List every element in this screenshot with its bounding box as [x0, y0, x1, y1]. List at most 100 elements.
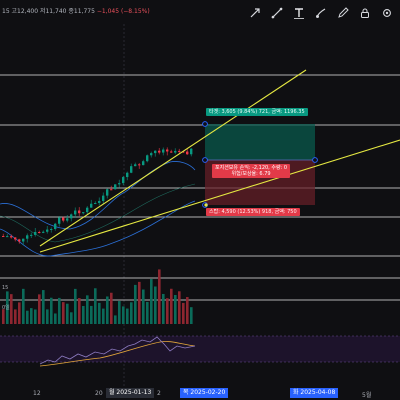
candle-body: [10, 236, 13, 238]
volume-bar: [146, 301, 149, 324]
volume-bar: [70, 312, 73, 324]
ohlc-values: 15 고12,400 저11,740 종11,775: [2, 8, 95, 15]
volume-bar: [78, 298, 81, 324]
candle-body: [178, 150, 181, 152]
position-info-box[interactable]: 포지션보유 손익: -2,120, 수량: 0 위험/보상율: 6.79: [212, 164, 291, 178]
candle-body: [166, 149, 169, 152]
candle-body: [58, 217, 61, 224]
candle-body: [114, 184, 117, 190]
candle-body: [170, 151, 173, 153]
bollinger-lower: [0, 200, 196, 257]
volume-bar: [2, 309, 5, 324]
candle-body: [26, 235, 29, 239]
brush-icon[interactable]: [312, 4, 330, 22]
candle-body: [122, 177, 125, 184]
volume-bar: [174, 294, 177, 324]
drawing-toolbar: [242, 4, 396, 22]
ohlc-readout: 15 고12,400 저11,740 종11,775 −1,045 (−8.15…: [2, 6, 150, 15]
volume-bar: [14, 309, 17, 324]
candle-body: [158, 150, 161, 153]
settings-icon[interactable]: [378, 4, 396, 22]
take-profit-zone: [205, 124, 315, 160]
volume-bar: [166, 298, 169, 324]
position-pnl: 포지션보유 손익: -2,120, 수량: 0: [215, 165, 288, 171]
ruler-icon[interactable]: [268, 4, 286, 22]
candlestick-series: [2, 147, 193, 246]
candle-body: [2, 236, 5, 237]
volume-bar: [94, 288, 97, 324]
bollinger-middle: [0, 183, 196, 243]
text-tool-icon[interactable]: [290, 4, 308, 22]
candle-body: [22, 238, 25, 242]
candle-body: [42, 231, 45, 233]
volume-bar: [110, 292, 113, 324]
volume-bar: [38, 294, 41, 324]
candle-body: [118, 183, 121, 185]
volume-bar: [106, 296, 109, 324]
candle-body: [130, 166, 133, 173]
candle-body: [78, 210, 81, 214]
bollinger-upper: [0, 161, 196, 230]
candle-body: [54, 223, 57, 229]
candle-body: [90, 203, 93, 208]
candle-body: [162, 149, 165, 153]
volume-bar: [190, 307, 193, 324]
volume-bar: [62, 302, 65, 324]
volume-bar: [74, 288, 77, 324]
candle-body: [82, 212, 85, 214]
cursor-icon[interactable]: [246, 4, 264, 22]
volume-bar: [82, 305, 85, 324]
volume-bar: [90, 305, 93, 324]
volume-bar: [130, 302, 133, 324]
volume-bar: [126, 308, 129, 324]
volume-bar: [54, 313, 57, 324]
left-axis-label: 15 0일: [2, 285, 10, 311]
volume-bar: [26, 310, 29, 324]
take-profit-label[interactable]: 타겟: 3,605 (9.84%) 721, 금액: 1196.35: [206, 108, 308, 116]
candle-body: [98, 200, 101, 204]
left-axis-bottom: 0일: [2, 305, 10, 311]
x-tick: 12: [33, 390, 41, 397]
pen-icon[interactable]: [334, 4, 352, 22]
volume-bar: [66, 303, 69, 324]
volume-bar: [58, 297, 61, 324]
entry-handle: [202, 157, 208, 163]
volume-bar: [178, 291, 181, 324]
volume-series: [2, 269, 193, 324]
date-tag-entry: 목 2025-02-20: [180, 388, 229, 398]
volume-bar: [86, 295, 89, 324]
trendline-lower: [39, 139, 400, 253]
rsi-signal-line: [39, 341, 196, 367]
volume-bar: [186, 297, 189, 324]
candle-body: [182, 151, 185, 153]
volume-bar: [46, 309, 49, 324]
candle-body: [94, 203, 97, 205]
volume-bar: [114, 315, 117, 324]
candle-body: [74, 210, 77, 215]
candle-body: [18, 239, 21, 242]
lock-icon[interactable]: [356, 4, 374, 22]
trendline-upper: [39, 69, 307, 247]
volume-bar: [10, 294, 13, 324]
candle-body: [102, 195, 105, 201]
candle-body: [70, 214, 73, 219]
candle-body: [126, 172, 129, 178]
volume-bar: [142, 289, 145, 324]
volume-bar: [162, 293, 165, 324]
volume-bar: [30, 308, 33, 324]
candle-body: [150, 153, 153, 156]
price-chart[interactable]: [0, 24, 400, 386]
volume-bar: [154, 286, 157, 324]
candle-body: [62, 217, 65, 221]
candle-body: [110, 189, 113, 191]
candle-body: [106, 189, 109, 196]
x-tick: 5월: [362, 392, 372, 399]
time-axis[interactable]: 12 20 월 2025-01-13 2 목 2025-02-20 화 2025…: [0, 386, 400, 400]
x-tick: 2: [157, 390, 161, 397]
candle-body: [34, 231, 37, 235]
entry-handle-right: [312, 157, 318, 163]
candle-body: [6, 236, 9, 238]
stop-loss-label[interactable]: 스탑: 4,590 (12.53%) 918, 금액: 750: [206, 208, 300, 216]
volume-bar: [134, 284, 137, 324]
risk-reward: 위험/보상율: 6.79: [231, 171, 271, 177]
